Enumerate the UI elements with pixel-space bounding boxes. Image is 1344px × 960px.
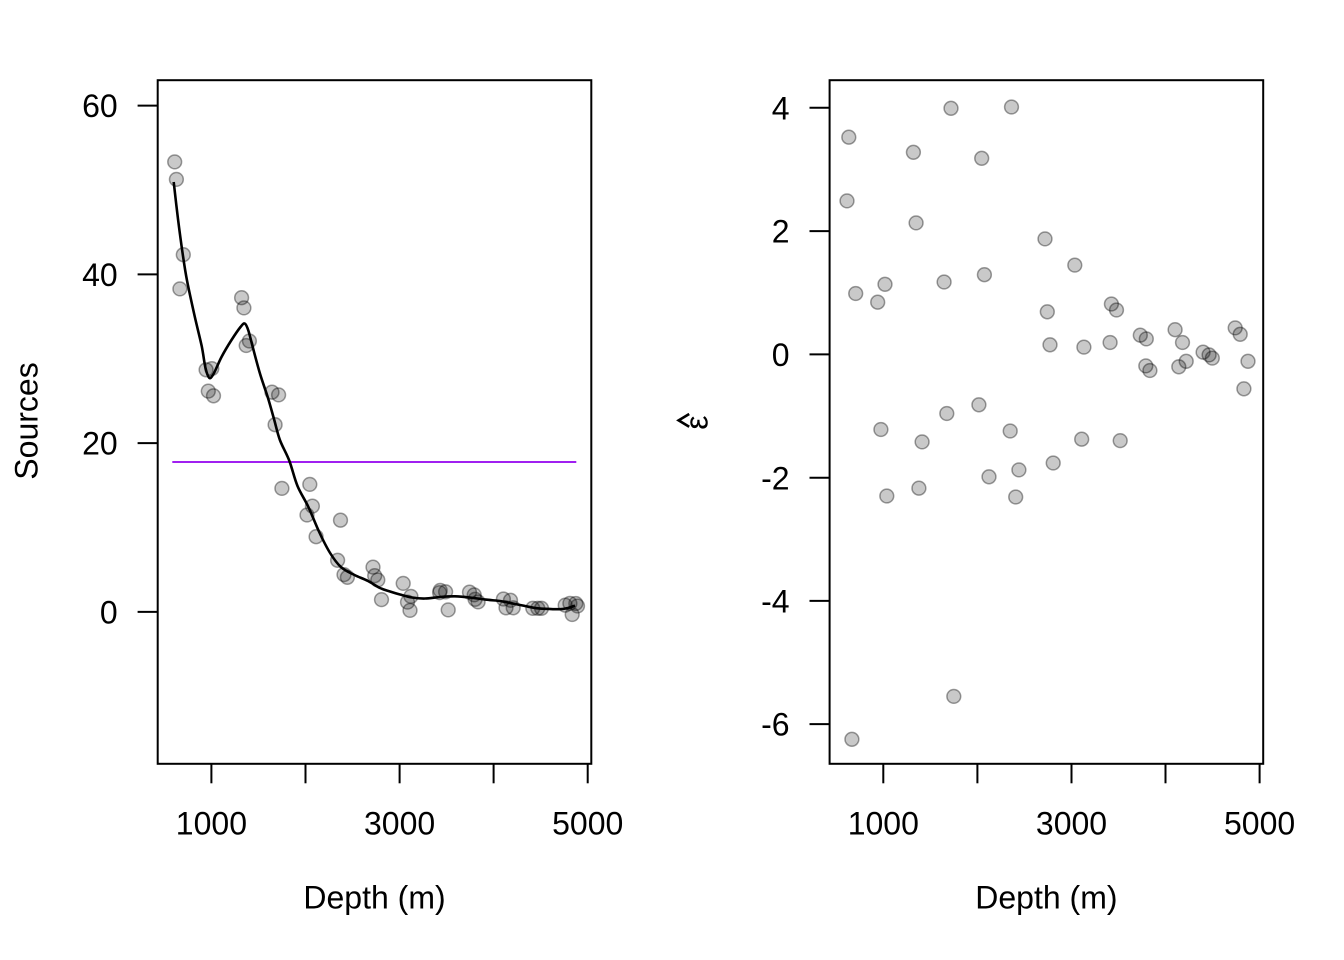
- svg-text:5000: 5000: [552, 805, 623, 841]
- svg-text:3000: 3000: [364, 805, 435, 841]
- svg-text:0: 0: [100, 595, 118, 631]
- svg-text:1000: 1000: [848, 805, 919, 841]
- svg-text:Depth (m): Depth (m): [975, 880, 1117, 916]
- svg-text:3000: 3000: [1036, 805, 1107, 841]
- svg-text:2: 2: [772, 214, 790, 250]
- svg-text:-4: -4: [761, 584, 789, 620]
- svg-text:Depth (m): Depth (m): [303, 880, 445, 916]
- svg-text:60: 60: [82, 88, 118, 124]
- svg-text:20: 20: [82, 426, 118, 462]
- svg-text:-6: -6: [761, 707, 789, 743]
- svg-text:4: 4: [772, 90, 790, 126]
- svg-text:0: 0: [772, 337, 790, 373]
- svg-text:5000: 5000: [1224, 805, 1295, 841]
- svg-text:40: 40: [82, 257, 118, 293]
- svg-text:Sources: Sources: [9, 362, 45, 479]
- svg-text:-2: -2: [761, 460, 789, 496]
- svg-text:1000: 1000: [176, 805, 247, 841]
